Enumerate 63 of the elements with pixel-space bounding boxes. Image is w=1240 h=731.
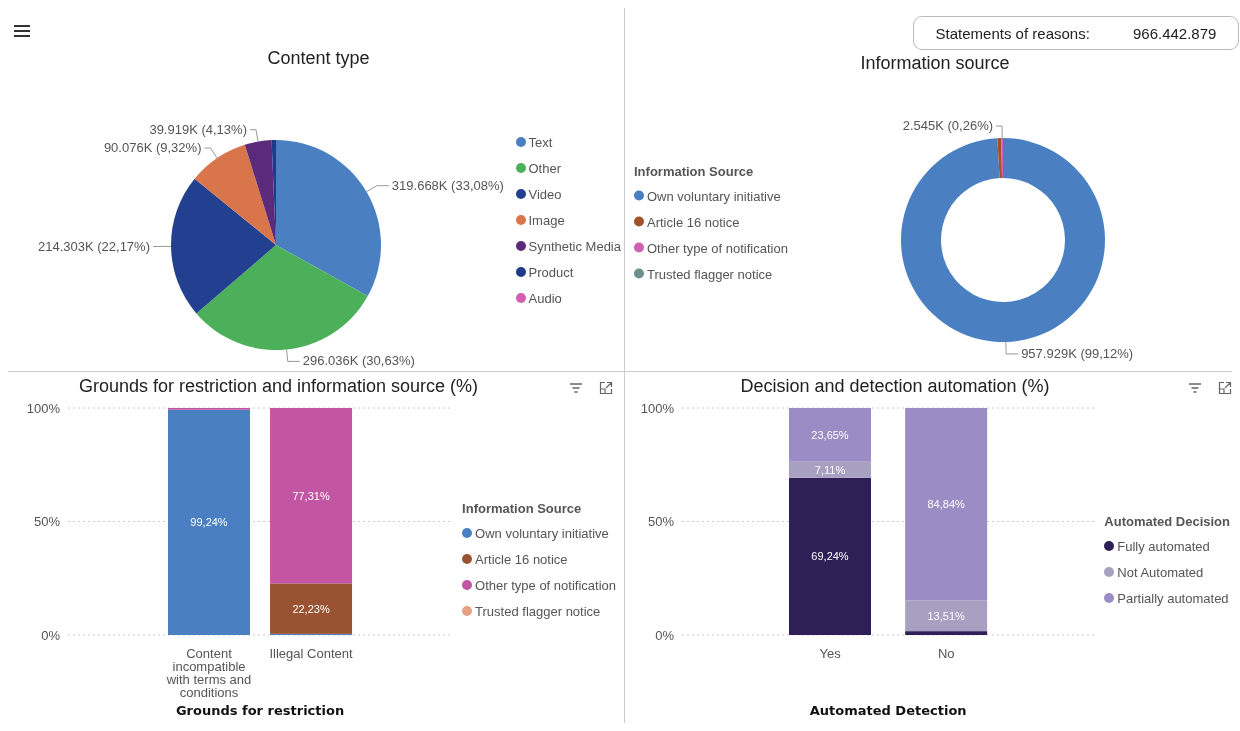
text: 966.442.879 (1132, 24, 1217, 42)
legend-label: Not Automated (1117, 564, 1204, 580)
data-label: 296.036K (30,63%) (302, 353, 415, 369)
data-label: 7,11% (814, 463, 846, 476)
legend-label: Fully automated (1117, 538, 1210, 554)
legend-title: Automated Decision (1104, 514, 1230, 529)
chart-title: Decision and detection automation (%) (739, 376, 1051, 398)
text: Statements of reasons: (935, 24, 1090, 42)
legend-label: Article 16 notice (475, 551, 568, 567)
legend-title: Information Source (462, 501, 583, 516)
bar (905, 631, 988, 635)
bar (270, 408, 353, 584)
data-label: 214.303K (22,17%) (37, 238, 151, 254)
legend-label: Article 16 notice (647, 214, 740, 229)
chart-title: Information source (859, 53, 1011, 75)
data-label: 90.076K (9,32%) (103, 140, 202, 156)
data-label: 319.668K (33,08%) (391, 177, 504, 193)
legend-label: Own voluntary initiative (647, 188, 781, 203)
y-tick-label: 100% (640, 400, 675, 416)
legend-title: Information Source (634, 163, 755, 179)
data-label: 84,84% (927, 498, 966, 511)
x-tick-label: Content incompatible with terms and conditions (165, 646, 252, 701)
y-tick-label: 50% (33, 514, 61, 530)
data-label: 22,23% (292, 602, 330, 615)
bar (905, 408, 988, 601)
y-tick-label: 0% (41, 627, 61, 643)
bar (270, 583, 353, 634)
x-tick-label: No (937, 646, 955, 662)
data-label: 2.545K (0,26%) (902, 118, 994, 133)
chart-title: Content type (266, 48, 371, 70)
x-axis-title: Automated Detection (809, 703, 967, 718)
data-label: 39.919K (4,13%) (149, 121, 247, 137)
legend-label: Other type of notification (647, 240, 788, 255)
data-label: 99,24% (190, 516, 228, 529)
bar (905, 600, 988, 632)
legend-label: Trusted flagger notice (475, 603, 601, 619)
data-label: 69,24% (811, 550, 849, 563)
bar (789, 408, 871, 462)
data-label: 957.929K (99,12%) (1021, 345, 1134, 361)
x-tick-label: Yes (819, 646, 842, 662)
data-label: 77,31% (292, 489, 330, 502)
legend-label: Own voluntary initiative (475, 525, 609, 541)
x-axis-title: Grounds for restriction (175, 703, 345, 718)
chart-title: Grounds for restriction and information source (%) (77, 376, 480, 398)
y-tick-label: 100% (26, 400, 61, 416)
legend-label: Video (528, 186, 562, 202)
bar (168, 409, 250, 635)
legend-label: Synthetic Media (528, 238, 621, 254)
legend-label: Audio (528, 290, 562, 306)
legend-label: Text (528, 134, 553, 150)
legend-label: Product (528, 264, 574, 280)
bar (789, 477, 871, 635)
bar (789, 461, 871, 478)
data-label: 23,65% (811, 428, 849, 441)
legend-label: Partially automated (1117, 590, 1229, 606)
legend-label: Other (528, 160, 562, 176)
legend-label: Trusted flagger notice (647, 266, 773, 281)
legend-label: Image (528, 212, 565, 228)
y-tick-label: 0% (655, 627, 675, 643)
legend-label: Other type of notification (475, 577, 616, 593)
x-tick-label: Illegal Content (269, 646, 353, 662)
y-tick-label: 50% (647, 514, 675, 530)
data-label: 13,51% (927, 609, 966, 622)
